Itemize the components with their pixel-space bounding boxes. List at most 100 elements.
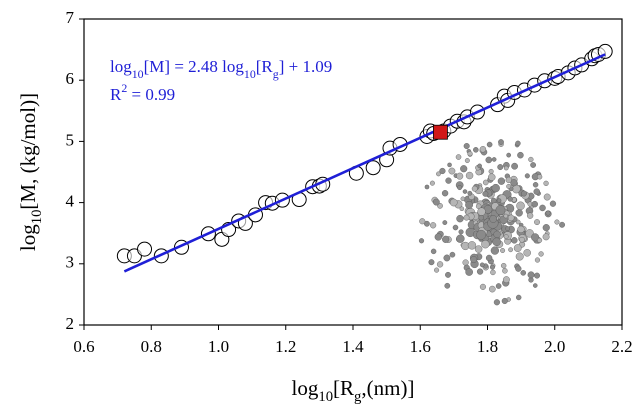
bead — [441, 190, 449, 197]
bead — [503, 276, 510, 284]
bead — [474, 245, 483, 253]
data-point — [365, 160, 381, 176]
bead — [500, 262, 507, 269]
bead — [447, 162, 452, 168]
label-part: 10 — [29, 210, 45, 225]
bead — [513, 244, 522, 252]
bead — [485, 254, 493, 262]
bead — [526, 212, 534, 219]
label-part: [M] = 2.48 log — [144, 57, 245, 76]
label-part: [R — [333, 376, 354, 400]
bead — [489, 215, 498, 223]
bead — [476, 229, 487, 240]
bead — [516, 201, 525, 211]
bead — [515, 140, 521, 147]
bead — [488, 173, 496, 181]
bead — [531, 200, 538, 208]
label-part: 10 — [244, 67, 256, 81]
label-part: g — [354, 389, 362, 405]
bead — [434, 233, 442, 241]
annotation: R2 = 0.99 — [110, 81, 175, 104]
bead — [465, 268, 473, 276]
bead — [542, 224, 550, 232]
bead — [482, 179, 489, 186]
bead — [455, 154, 462, 160]
bead — [448, 167, 456, 175]
bead — [537, 174, 543, 180]
label-part: R — [110, 85, 122, 104]
bead — [491, 183, 500, 193]
bead — [503, 234, 509, 239]
bead — [457, 185, 463, 191]
annotation: log10[M] = 2.48 log10[Rg] + 1.09 — [110, 57, 332, 81]
bead — [508, 247, 514, 253]
bead — [495, 205, 506, 216]
bead — [464, 158, 470, 163]
bead — [418, 238, 425, 244]
bead — [436, 261, 444, 268]
bead — [542, 233, 550, 241]
bead — [500, 248, 506, 253]
x-tick-label: 0.6 — [73, 337, 94, 356]
bead — [530, 162, 536, 168]
bead — [532, 182, 539, 188]
bead — [432, 198, 440, 206]
bead — [477, 163, 482, 169]
bead — [505, 176, 512, 184]
bead — [490, 246, 499, 255]
bead — [476, 268, 484, 275]
label-part: [R — [256, 57, 274, 76]
bead — [481, 240, 490, 249]
y-tick-label: 3 — [66, 253, 75, 272]
bead — [445, 177, 452, 184]
bead — [511, 237, 518, 244]
y-tick-label: 5 — [66, 130, 75, 149]
label-part: log — [16, 224, 40, 251]
bead — [507, 214, 515, 222]
label-part: 10 — [318, 389, 333, 405]
bead — [545, 210, 551, 216]
bead — [503, 213, 508, 219]
bead — [479, 146, 487, 153]
bead — [515, 209, 523, 217]
bead — [485, 156, 493, 164]
bead — [511, 162, 518, 170]
bead — [559, 221, 565, 228]
bead — [463, 214, 470, 221]
bead — [506, 183, 512, 189]
label-part: 2 — [121, 81, 127, 95]
bead — [528, 156, 534, 163]
bead — [478, 214, 484, 221]
bead — [537, 237, 543, 243]
bead — [510, 179, 518, 187]
bead — [456, 234, 465, 243]
y-axis-label: log10[M, (kg/mol)] — [16, 93, 46, 251]
x-tick-label: 2.2 — [611, 337, 632, 356]
bead — [439, 167, 446, 175]
highlight-point — [433, 124, 448, 140]
bead — [521, 190, 527, 197]
bead — [496, 198, 502, 203]
bead — [492, 237, 501, 247]
bead — [419, 218, 426, 225]
bead — [493, 299, 500, 306]
bead — [430, 248, 437, 255]
bead — [489, 264, 495, 270]
bead — [554, 219, 560, 225]
label-part: log — [292, 376, 319, 400]
bead — [445, 271, 451, 278]
bead — [424, 220, 430, 227]
bead — [429, 180, 435, 186]
y-tick-label: 2 — [66, 314, 75, 333]
bead — [505, 226, 510, 231]
bead — [460, 165, 468, 173]
bead — [497, 164, 504, 171]
bead — [515, 252, 524, 261]
bead — [490, 269, 496, 276]
label-part: = 0.99 — [127, 85, 175, 104]
bead — [471, 185, 478, 192]
bead — [434, 267, 440, 273]
bead — [449, 251, 456, 258]
x-axis-label: log10[Rg,(nm)] — [292, 376, 415, 406]
